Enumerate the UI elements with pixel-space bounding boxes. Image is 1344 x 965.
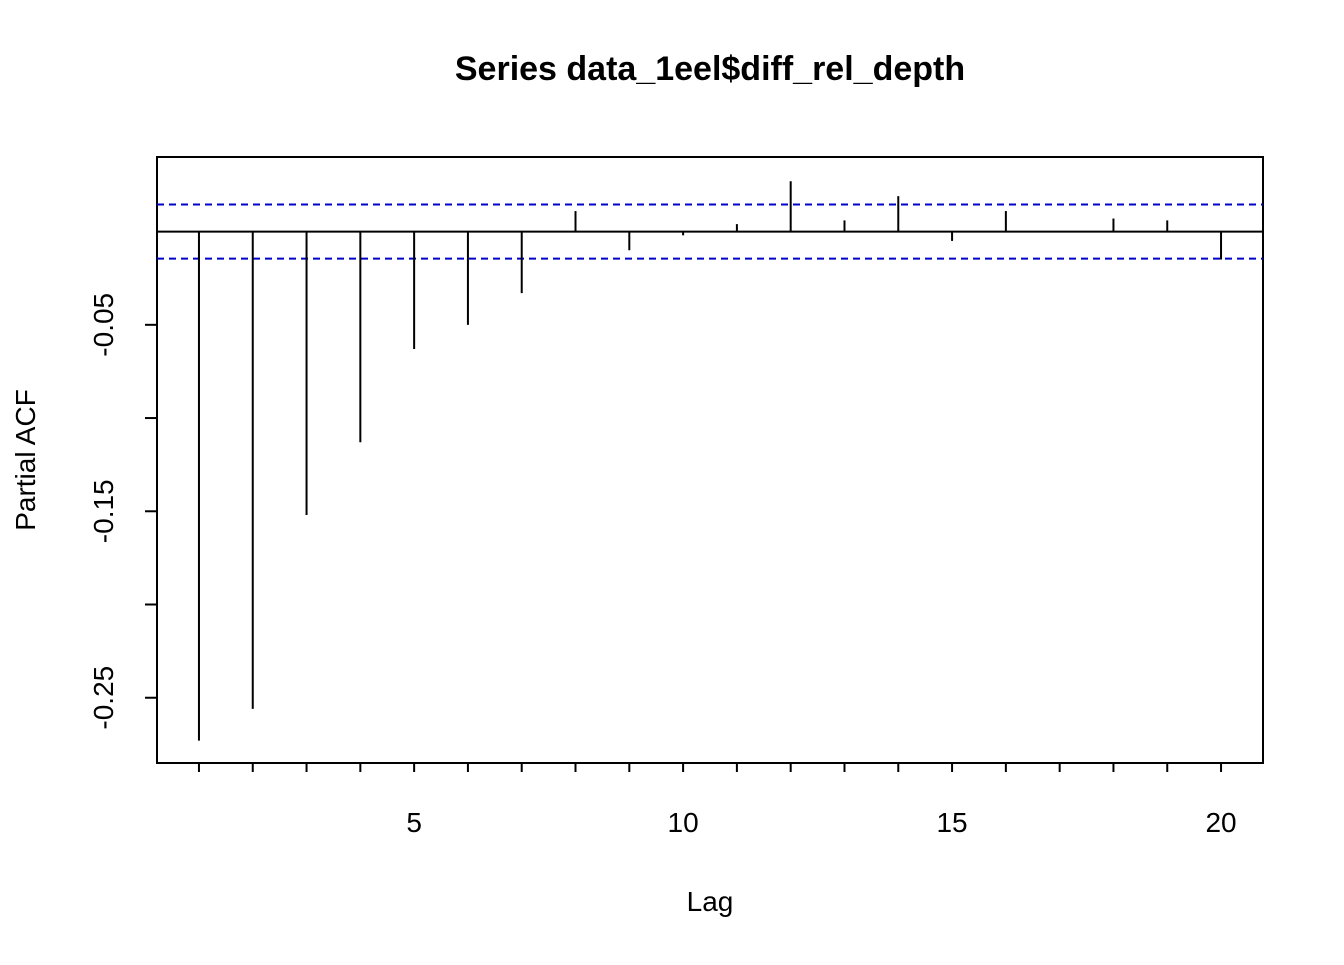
chart-title: Series data_1eel$diff_rel_depth: [455, 50, 965, 88]
y-tick-label--0.15: -0.15: [88, 479, 119, 543]
plot-area: 5 10 15 20 -0.25 -0.15 -0.05: [88, 156, 1264, 838]
x-tick-label-10: 10: [668, 807, 699, 838]
x-axis-label: Lag: [687, 886, 734, 917]
plot-frame: [156, 156, 1264, 764]
x-tick-label-20: 20: [1205, 807, 1236, 838]
x-tick-label-5: 5: [406, 807, 422, 838]
y-tick-label--0.05: -0.05: [88, 293, 119, 357]
y-axis-label: Partial ACF: [10, 389, 41, 531]
x-tick-label-15: 15: [936, 807, 967, 838]
y-tick-label--0.25: -0.25: [88, 666, 119, 730]
